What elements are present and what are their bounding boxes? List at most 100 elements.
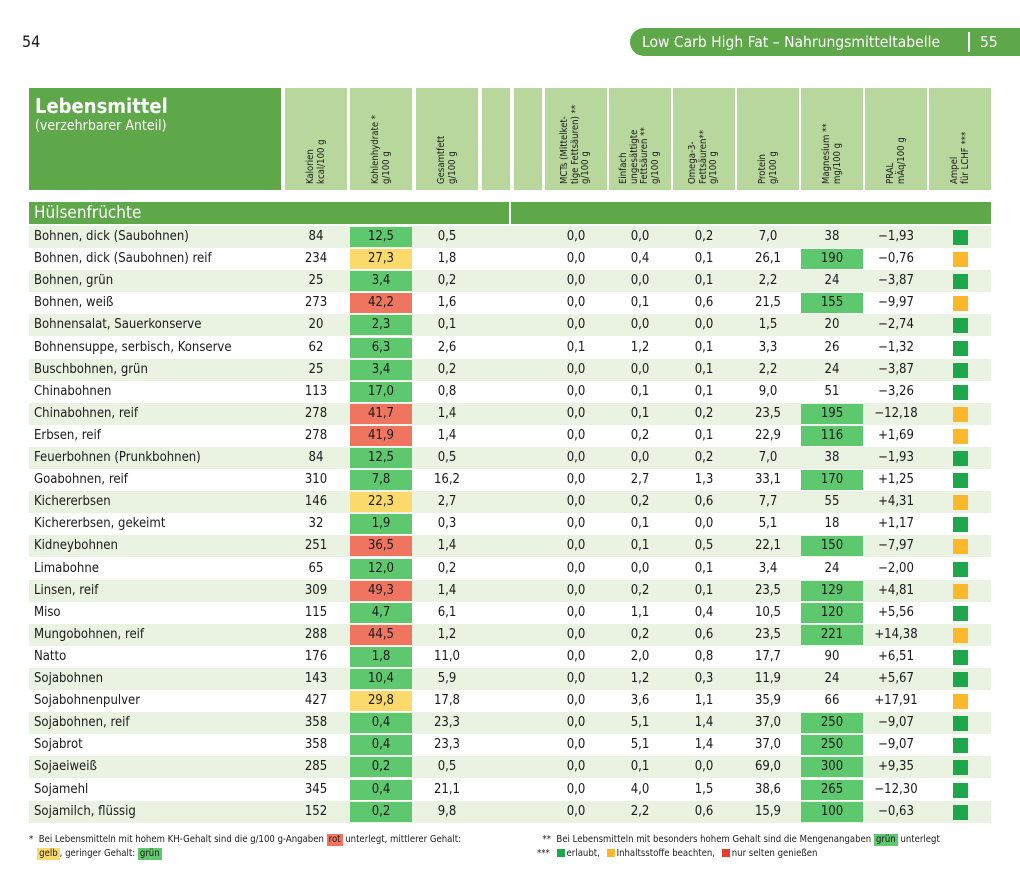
cell-fett: 0,3	[437, 516, 457, 532]
carb-level-gruen	[350, 470, 412, 491]
cell-kh: 1,8	[371, 648, 391, 664]
ampel-gelb-icon	[953, 627, 968, 643]
cell-pral: +1,17	[878, 516, 914, 532]
cell-mg: 170	[820, 472, 844, 488]
cell-kcal: 310	[304, 472, 328, 488]
cell-mg: 221	[820, 626, 844, 642]
cell-mufa: 0,1	[630, 405, 650, 421]
carb-level-gruen	[350, 227, 412, 247]
carb-level-gelb	[350, 249, 412, 270]
column-header-10: PRAL mÄq/100 g	[865, 88, 927, 190]
cell-pral: +5,67	[878, 671, 914, 686]
cell-omega3: 0,2	[694, 229, 714, 244]
column-header-label: Kalorien kcal/100 g	[305, 139, 327, 184]
cell-pral: −3,87	[878, 273, 914, 289]
footnote-marker: **	[542, 834, 551, 845]
cell-mufa: 0,2	[630, 582, 650, 598]
page-number-right: 55	[980, 33, 998, 51]
cell-mg: 120	[820, 604, 844, 620]
cell-mg: 24	[824, 671, 840, 686]
cell-mct: 0,0	[566, 273, 586, 289]
cell-kcal: 20	[308, 317, 324, 333]
cell-mg: 26	[824, 339, 840, 355]
food-name: Bohnensuppe, serbisch, Konserve	[34, 339, 232, 355]
cell-mufa: 4,0	[630, 781, 650, 797]
column-header-line: g/100 g	[649, 151, 661, 184]
cell-mct: 0,1	[566, 339, 586, 355]
magnesium-high-highlight	[801, 757, 863, 778]
cell-omega3: 0,1	[694, 339, 714, 355]
cell-mufa: 0,0	[630, 229, 650, 244]
table-row: Bohnen, weiß 273 42,2 1,6 0,0 0,1 0,6 21,5 155 −9…	[29, 292, 991, 314]
cell-mct: 0,0	[566, 715, 586, 731]
cell-protein: 37,0	[754, 715, 782, 731]
cell-protein: 1,5	[758, 317, 778, 333]
cell-mct: 0,0	[566, 229, 586, 244]
cell-pral: −9,97	[878, 295, 914, 311]
cell-pral: +17,91	[874, 693, 918, 709]
cell-mg: 129	[820, 582, 844, 598]
ampel-gruen-icon	[953, 782, 968, 798]
food-name: Miso	[34, 604, 61, 620]
cell-mct: 0,0	[566, 317, 586, 333]
food-name: Kichererbsen, gekeimt	[34, 516, 166, 532]
column-header-5: MCTs (Mittelket-tige Fettsäuren) ** g/100…	[545, 88, 607, 190]
ampel-gruen-icon	[556, 849, 565, 857]
cell-pral: +5,56	[878, 604, 914, 620]
table-row: Kichererbsen 146 22,3 2,7 0,0 0,2 0,6 7,7 55 +4,3…	[29, 491, 991, 514]
magnesium-high-highlight	[801, 536, 863, 557]
column-header-label: Gesamtfett g/100 g	[436, 136, 458, 184]
cell-pral: +4,31	[878, 494, 914, 510]
cell-omega3: 1,4	[694, 715, 714, 731]
cell-kh: 27,3	[367, 251, 395, 267]
legend-gruen: grün	[137, 848, 162, 860]
food-name: Sojabohnenpulver	[34, 693, 141, 709]
column-header-label: Ampel für LCHF ***	[949, 131, 971, 184]
column-header-line: Magnesium **	[820, 123, 832, 184]
cell-kh: 0,2	[371, 803, 391, 819]
magnesium-high-highlight	[801, 779, 863, 800]
chapter-banner: Low Carb High Fat – Nahrungsmitteltabell…	[630, 28, 1020, 56]
cell-protein: 23,5	[754, 626, 782, 642]
footnote-marker: ***	[537, 848, 550, 859]
cell-protein: 23,5	[754, 582, 782, 598]
food-name: Kichererbsen	[34, 494, 111, 510]
table-row: Feuerbohnen (Prunkbohnen) 84 12,5 0,5 0,0 0,0…	[29, 447, 991, 469]
column-header-line: für LCHF ***	[959, 131, 970, 184]
cell-fett: 5,9	[437, 671, 457, 686]
cell-kcal: 25	[308, 273, 324, 289]
column-header-line: kcal/100 g	[315, 139, 326, 184]
cell-protein: 5,1	[758, 516, 778, 532]
cell-mct: 0,0	[566, 494, 586, 510]
cell-kh: 12,0	[367, 560, 395, 576]
cell-kh: 3,4	[371, 273, 391, 289]
table-row: Bohnen, grün 25 3,4 0,2 0,0 0,0 0,1 2,2 24 −3,87	[29, 270, 991, 293]
cell-mct: 0,0	[566, 693, 586, 709]
cell-mg: 24	[824, 361, 840, 377]
cell-mufa: 0,4	[630, 251, 650, 267]
cell-mg: 24	[824, 560, 840, 576]
cell-mg: 18	[824, 516, 840, 532]
cell-fett: 0,2	[437, 361, 457, 377]
cell-mct: 0,0	[566, 759, 586, 775]
food-name: Bohnen, grün	[34, 273, 114, 289]
column-header-label: Omega-3- Fettsäuren** g/100 g	[687, 130, 720, 184]
cell-pral: +1,25	[878, 472, 914, 488]
column-header-1: Kohlenhydrate * g/100 g	[350, 88, 412, 190]
footnote-text: Inhaltsstoffe beachten,	[616, 848, 716, 859]
cell-mct: 0,0	[566, 582, 586, 598]
table-row: Bohnensuppe, serbisch, Konserve 62 6,3 2,6 0…	[29, 337, 991, 359]
cell-mufa: 0,1	[630, 383, 650, 399]
cell-omega3: 0,1	[694, 251, 714, 267]
cell-fett: 1,2	[437, 626, 457, 642]
ampel-gruen-icon	[953, 738, 968, 754]
table-row: Natto 176 1,8 11,0 0,0 2,0 0,8 17,7 90 +6,51	[29, 646, 991, 668]
cell-protein: 69,0	[754, 759, 782, 775]
cell-mct: 0,0	[566, 538, 586, 554]
cell-kcal: 65	[308, 560, 324, 576]
cell-mct: 0,0	[566, 361, 586, 377]
carb-level-gruen	[350, 646, 412, 667]
cell-fett: 0,5	[437, 450, 457, 465]
cell-mg: 190	[820, 251, 844, 267]
banner-divider	[968, 32, 970, 52]
